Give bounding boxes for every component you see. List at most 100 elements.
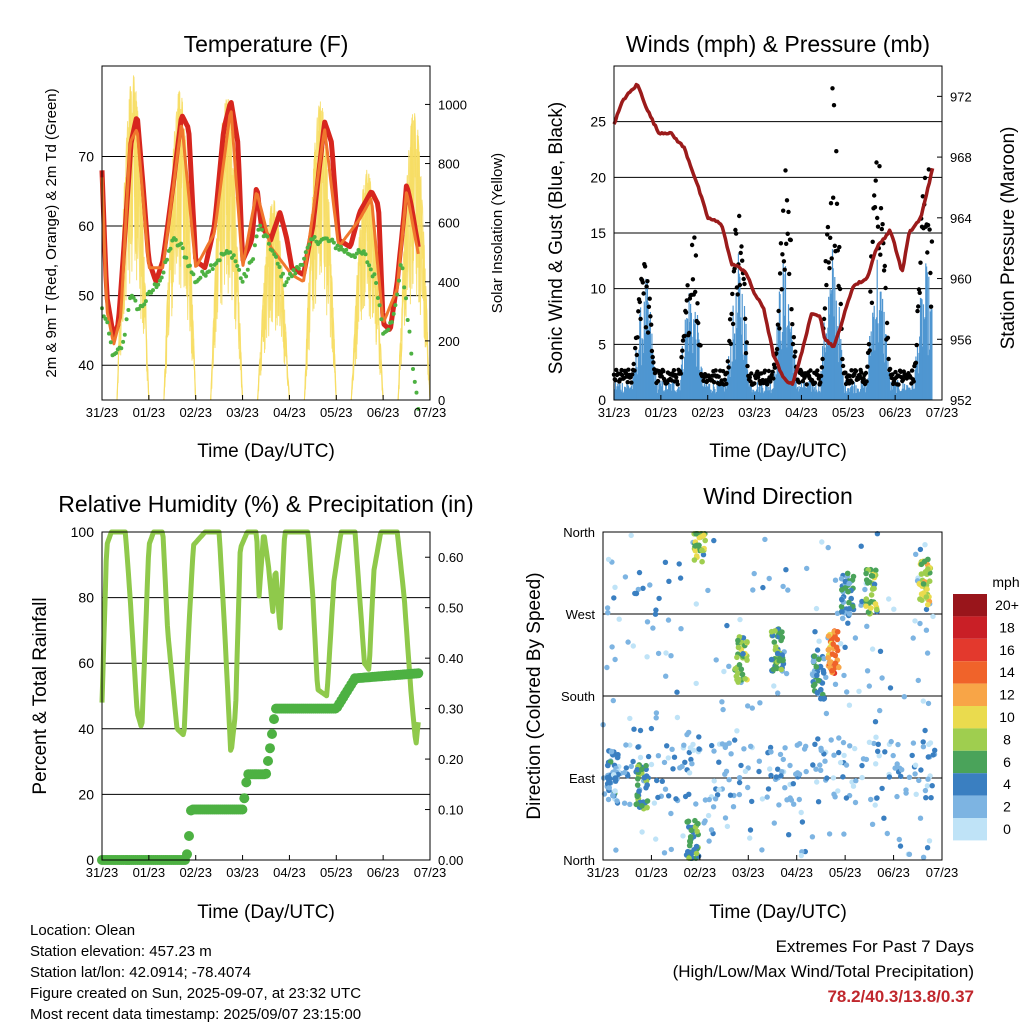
direction-point [719, 699, 725, 705]
direction-point [925, 700, 932, 707]
direction-point [702, 797, 709, 803]
direction-title: Wind Direction [703, 483, 853, 509]
dewpoint-point [404, 296, 408, 301]
direction-point [677, 765, 683, 771]
dewpoint-point [289, 274, 294, 279]
direction-point [912, 771, 918, 777]
direction-point [732, 666, 739, 672]
x-tick-label: 02/23 [179, 405, 212, 420]
gust-point [711, 380, 717, 385]
gust-point [645, 279, 650, 284]
direction-point [875, 748, 881, 754]
direction-point [841, 831, 847, 837]
direction-point [866, 683, 872, 689]
direction-point [819, 539, 825, 545]
direction-point [767, 744, 774, 751]
direction-point [777, 751, 784, 758]
precipitation-point [267, 729, 277, 739]
direction-point [825, 647, 832, 653]
dewpoint-point [400, 266, 405, 271]
direction-point [659, 778, 665, 784]
x-tick-label: 03/23 [226, 865, 259, 880]
direction-point [680, 833, 686, 839]
precip-right-tick: 0.50 [438, 601, 463, 616]
direction-point [734, 654, 740, 661]
gust-point [777, 326, 782, 331]
info-elevation: Station elevation: 457.23 m [30, 943, 212, 960]
direction-point [804, 565, 810, 572]
direction-point [912, 762, 919, 768]
gust-point [878, 206, 884, 211]
gust-point [745, 363, 750, 369]
direction-point [749, 798, 755, 805]
direction-point [663, 650, 669, 656]
direction-point [817, 663, 824, 670]
x-tick-label: 06/23 [367, 865, 400, 880]
legend-swatch [953, 683, 987, 706]
winds-plot-frame [613, 65, 943, 401]
gust-point [682, 333, 687, 339]
direction-point [779, 769, 785, 775]
direction-point [727, 792, 734, 798]
direction-point [869, 821, 876, 827]
direction-point [860, 756, 867, 762]
gust-point [671, 368, 677, 373]
gust-point [825, 232, 830, 237]
direction-point [809, 834, 816, 840]
direction-point [770, 666, 777, 673]
direction-point [921, 558, 928, 565]
direction-point [692, 547, 699, 554]
direction-point [887, 685, 894, 691]
direction-point [738, 762, 744, 769]
gust-point [867, 348, 872, 353]
info-latlon: Station lat/lon: 42.0914; -78.4074 [30, 964, 252, 981]
gust-point [713, 368, 718, 373]
direction-point [669, 746, 675, 752]
direction-point [836, 735, 842, 741]
direction-point [786, 832, 792, 838]
direction-point [859, 762, 865, 769]
direction-point [666, 793, 672, 799]
humidity-left-tick: 0 [86, 852, 94, 868]
direction-point [636, 569, 643, 576]
gust-point [678, 371, 683, 376]
direction-point [705, 812, 712, 819]
gust-point [890, 372, 895, 377]
precipitation-point [263, 756, 273, 766]
legend-swatch [953, 661, 987, 684]
gust-point [880, 222, 885, 227]
direction-point [686, 729, 692, 736]
direction-point [829, 668, 835, 674]
temperature-title: Temperature (F) [184, 31, 349, 57]
dewpoint-point [180, 246, 185, 251]
gust-point [834, 201, 840, 206]
direction-point [890, 752, 896, 759]
dewpoint-point [259, 227, 264, 232]
dewpoint-point [198, 275, 203, 280]
direction-point [682, 759, 688, 765]
gust-point [874, 160, 879, 165]
direction-point [728, 751, 734, 757]
direction-point [868, 598, 875, 605]
gust-point [771, 376, 776, 381]
gust-point [772, 365, 777, 370]
direction-point [701, 532, 707, 539]
direction-point [841, 752, 847, 759]
dewpoint-point [244, 274, 249, 279]
gust-point [638, 316, 643, 322]
direction-point [895, 741, 901, 748]
dewpoint-point [124, 317, 129, 322]
direction-point [653, 710, 660, 716]
x-tick-label: 06/23 [877, 865, 910, 880]
direction-point [875, 741, 881, 747]
gust-point [740, 258, 745, 263]
direction-point [719, 741, 726, 747]
dewpoint-point [307, 242, 312, 247]
direction-point [621, 769, 628, 776]
direction-point [834, 629, 841, 635]
temperature-left-tick: 50 [78, 288, 94, 304]
direction-point [782, 745, 788, 751]
legend-swatch [953, 616, 987, 639]
x-tick-label: 06/23 [879, 405, 912, 420]
